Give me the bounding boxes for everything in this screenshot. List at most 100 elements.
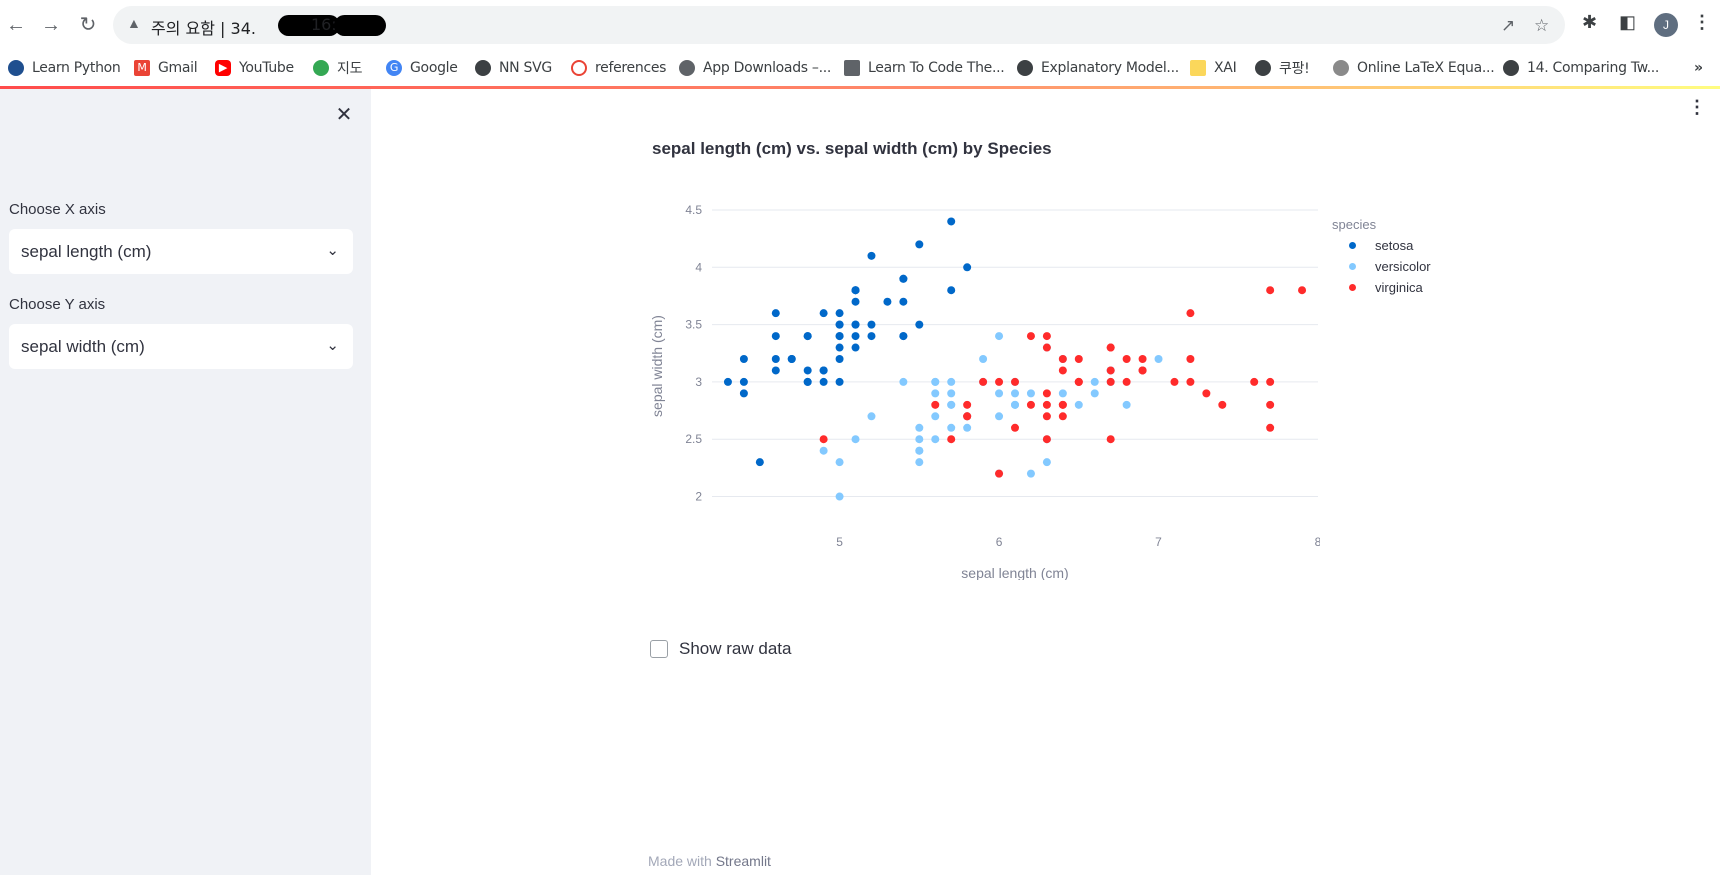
point-setosa[interactable] <box>771 366 780 375</box>
point-setosa[interactable] <box>723 377 732 386</box>
point-virginica[interactable] <box>1122 355 1131 363</box>
y-axis-select[interactable]: sepal width (cm) ⌄ <box>9 324 353 369</box>
point-versicolor[interactable] <box>1011 400 1019 409</box>
point-setosa[interactable] <box>867 251 876 260</box>
point-virginica[interactable] <box>1042 412 1051 421</box>
point-versicolor[interactable] <box>851 435 860 444</box>
point-virginica[interactable] <box>1202 389 1211 398</box>
point-setosa[interactable] <box>851 286 860 295</box>
point-virginica[interactable] <box>1138 366 1147 375</box>
point-virginica[interactable] <box>995 377 1004 386</box>
point-versicolor[interactable] <box>835 458 844 467</box>
point-virginica[interactable] <box>1138 355 1147 363</box>
bookmark-learn-python[interactable]: Learn Python <box>8 56 121 80</box>
back-icon[interactable]: ← <box>6 14 26 36</box>
point-virginica[interactable] <box>1042 435 1051 444</box>
point-versicolor[interactable] <box>947 423 956 432</box>
point-virginica[interactable] <box>1106 377 1115 386</box>
point-versicolor[interactable] <box>1011 389 1019 398</box>
point-setosa[interactable] <box>803 377 812 386</box>
point-versicolor[interactable] <box>915 446 924 455</box>
x-axis-select[interactable]: sepal length (cm) ⌄ <box>9 229 353 274</box>
legend-item-setosa[interactable]: setosa <box>1375 238 1414 253</box>
point-versicolor[interactable] <box>963 423 972 432</box>
point-setosa[interactable] <box>915 320 924 329</box>
point-virginica[interactable] <box>1186 377 1195 386</box>
point-versicolor[interactable] <box>1122 400 1131 409</box>
point-virginica[interactable] <box>1266 400 1275 409</box>
point-setosa[interactable] <box>867 332 876 341</box>
bookmark-latex[interactable]: Online LaTeX Equa... <box>1333 56 1495 80</box>
bookmark-nn-svg[interactable]: NN SVG <box>475 56 552 80</box>
point-setosa[interactable] <box>915 240 924 249</box>
legend-item-versicolor[interactable]: versicolor <box>1375 259 1431 274</box>
more-bookmarks-button[interactable]: » <box>1694 60 1703 76</box>
bookmark-gmail[interactable]: M Gmail <box>134 56 198 80</box>
point-setosa[interactable] <box>835 320 844 329</box>
point-setosa[interactable] <box>819 366 828 375</box>
point-virginica[interactable] <box>1250 377 1259 386</box>
point-versicolor[interactable] <box>931 435 940 444</box>
point-setosa[interactable] <box>803 332 812 341</box>
point-virginica[interactable] <box>1106 435 1115 444</box>
point-versicolor[interactable] <box>931 389 940 398</box>
point-setosa[interactable] <box>835 343 844 352</box>
point-versicolor[interactable] <box>1154 355 1163 363</box>
legend-item-virginica[interactable]: virginica <box>1375 280 1423 295</box>
point-setosa[interactable] <box>739 355 748 363</box>
point-setosa[interactable] <box>851 320 860 329</box>
point-setosa[interactable] <box>771 355 780 363</box>
point-virginica[interactable] <box>963 400 972 409</box>
address-bar[interactable]: ▲ 주의 요함 | 34. 16: ↗ ☆ <box>113 6 1565 44</box>
point-versicolor[interactable] <box>915 458 924 467</box>
point-virginica[interactable] <box>1042 343 1051 352</box>
browser-menu-icon[interactable]: ⋮ <box>1693 12 1711 32</box>
close-sidebar-icon[interactable]: ✕ <box>335 104 353 126</box>
point-setosa[interactable] <box>771 309 780 318</box>
bookmark-google[interactable]: G Google <box>386 56 458 80</box>
point-virginica[interactable] <box>1058 400 1067 409</box>
point-setosa[interactable] <box>883 297 892 306</box>
point-setosa[interactable] <box>819 377 828 386</box>
point-versicolor[interactable] <box>995 389 1004 398</box>
point-virginica[interactable] <box>1106 343 1115 352</box>
point-setosa[interactable] <box>963 263 972 272</box>
point-versicolor[interactable] <box>835 492 844 501</box>
forward-icon[interactable]: → <box>41 14 61 36</box>
point-setosa[interactable] <box>899 297 908 306</box>
point-setosa[interactable] <box>771 332 780 341</box>
point-versicolor[interactable] <box>1026 389 1035 398</box>
point-setosa[interactable] <box>851 332 860 341</box>
point-virginica[interactable] <box>1026 332 1035 341</box>
point-virginica[interactable] <box>1042 332 1051 341</box>
point-virginica[interactable] <box>995 469 1004 478</box>
point-virginica[interactable] <box>931 400 940 409</box>
point-setosa[interactable] <box>835 355 844 363</box>
point-versicolor[interactable] <box>947 400 956 409</box>
point-virginica[interactable] <box>1074 355 1083 363</box>
point-setosa[interactable] <box>787 355 796 363</box>
point-virginica[interactable] <box>1122 377 1131 386</box>
point-versicolor[interactable] <box>931 377 940 386</box>
point-setosa[interactable] <box>819 309 828 318</box>
point-versicolor[interactable] <box>931 412 940 421</box>
reload-icon[interactable]: ↻ <box>79 14 97 36</box>
bookmark-references[interactable]: references <box>571 56 666 80</box>
point-versicolor[interactable] <box>947 377 956 386</box>
point-setosa[interactable] <box>803 366 812 375</box>
point-versicolor[interactable] <box>915 423 924 432</box>
point-setosa[interactable] <box>835 332 844 341</box>
point-virginica[interactable] <box>1186 355 1195 363</box>
extensions-icon[interactable]: ✱ <box>1582 12 1598 32</box>
point-versicolor[interactable] <box>915 435 924 444</box>
point-virginica[interactable] <box>1266 423 1275 432</box>
point-virginica[interactable] <box>963 412 972 421</box>
point-versicolor[interactable] <box>995 412 1004 421</box>
bookmark-xai[interactable]: XAI <box>1190 56 1237 80</box>
bookmark-comparing[interactable]: 14. Comparing Tw... <box>1503 56 1659 80</box>
point-versicolor[interactable] <box>819 446 828 455</box>
point-versicolor[interactable] <box>1090 389 1099 398</box>
point-setosa[interactable] <box>835 377 844 386</box>
streamlit-link[interactable]: Streamlit <box>715 853 771 869</box>
point-versicolor[interactable] <box>979 355 988 363</box>
